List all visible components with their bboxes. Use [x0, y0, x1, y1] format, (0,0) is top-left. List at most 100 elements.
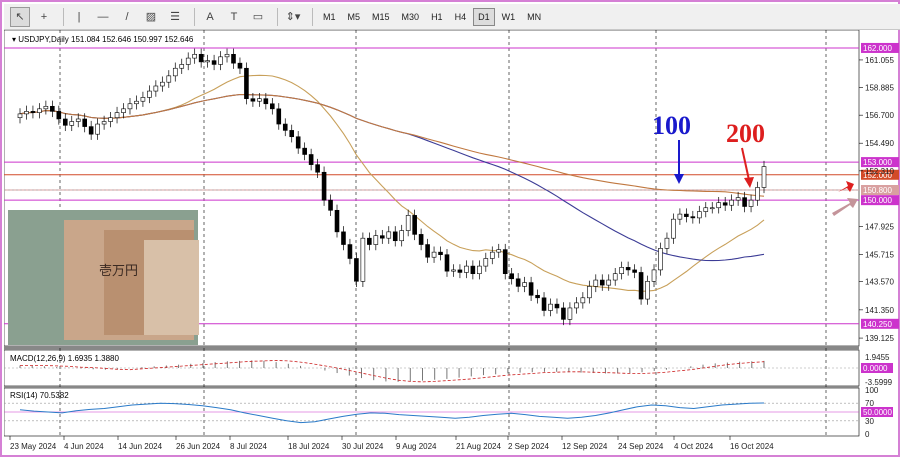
timeframe-m1-button[interactable]: M1	[323, 11, 336, 22]
candle-body[interactable]	[677, 213, 683, 220]
timeframe-mn-button[interactable]: MN	[527, 11, 542, 22]
candle-body[interactable]	[444, 254, 450, 272]
candle-body[interactable]	[95, 123, 100, 135]
candle-body[interactable]	[127, 103, 133, 110]
candle-body[interactable]	[147, 90, 152, 98]
candle-body[interactable]	[405, 215, 411, 231]
candle-body[interactable]	[496, 249, 502, 253]
candle-body[interactable]	[386, 231, 392, 239]
candle-body[interactable]	[75, 118, 81, 122]
candle-body[interactable]	[548, 303, 553, 311]
candle-body[interactable]	[651, 269, 657, 282]
candle-body[interactable]	[412, 215, 417, 235]
text-label-tool-button[interactable]: T	[230, 10, 238, 23]
candle-body[interactable]	[205, 60, 210, 63]
timeframe-w1-button[interactable]: W1	[501, 11, 516, 22]
candle-body[interactable]	[599, 279, 605, 286]
candle-body[interactable]	[121, 108, 126, 113]
candle-body[interactable]	[224, 53, 230, 58]
candle-body[interactable]	[302, 147, 307, 155]
candle-body[interactable]	[367, 237, 372, 245]
candle-body[interactable]	[218, 56, 223, 65]
candle-body[interactable]	[134, 100, 139, 105]
candle-body[interactable]	[257, 98, 262, 102]
candle-body[interactable]	[360, 237, 366, 282]
fibonacci-tool-button[interactable]: ☰	[170, 11, 180, 23]
candle-body[interactable]	[645, 281, 650, 300]
shapes-tool-button[interactable]: ▭	[252, 11, 264, 23]
candle-body[interactable]	[82, 118, 87, 127]
timeframe-d1-button[interactable]: D1	[473, 7, 495, 26]
candle-body[interactable]	[211, 60, 217, 65]
candle-body[interactable]	[140, 97, 146, 102]
candle-body[interactable]	[341, 231, 346, 245]
candle-body[interactable]	[748, 199, 754, 207]
candle-body[interactable]	[658, 248, 663, 271]
candle-body[interactable]	[354, 258, 359, 282]
candle-body[interactable]	[418, 234, 424, 245]
candle-body[interactable]	[347, 244, 353, 259]
text-tool-button[interactable]: A	[206, 10, 214, 23]
candle-body[interactable]	[554, 303, 560, 309]
candle-body[interactable]	[697, 211, 702, 219]
candle-body[interactable]	[62, 118, 68, 126]
arrows-tool-button[interactable]: ⇕▾	[285, 11, 301, 23]
candle-body[interactable]	[43, 105, 49, 110]
candle-body[interactable]	[56, 111, 62, 120]
candle-body[interactable]	[716, 202, 722, 209]
candle-body[interactable]	[612, 273, 618, 281]
candle-body[interactable]	[470, 265, 476, 275]
candle-body[interactable]	[263, 98, 269, 105]
candle-body[interactable]	[282, 123, 288, 131]
candle-body[interactable]	[477, 265, 482, 275]
candle-body[interactable]	[328, 199, 333, 211]
candle-body[interactable]	[574, 302, 579, 309]
candle-body[interactable]	[684, 213, 689, 217]
candle-body[interactable]	[761, 166, 767, 188]
candle-body[interactable]	[755, 187, 760, 201]
horizontal-line-tool-button[interactable]: —	[97, 10, 109, 23]
candle-body[interactable]	[160, 81, 165, 87]
candle-body[interactable]	[431, 251, 437, 258]
candle-body[interactable]	[709, 207, 715, 210]
candle-body[interactable]	[50, 105, 55, 112]
cursor-tool-button[interactable]: ↖	[10, 6, 30, 27]
candle-body[interactable]	[425, 244, 430, 258]
candle-body[interactable]	[399, 230, 405, 242]
candle-body[interactable]	[172, 67, 178, 77]
candle-body[interactable]	[664, 237, 670, 249]
candle-body[interactable]	[101, 121, 107, 125]
crosshair-tool-button[interactable]: +	[40, 10, 48, 23]
candle-body[interactable]	[379, 235, 385, 239]
candle-body[interactable]	[580, 297, 586, 304]
candle-body[interactable]	[671, 218, 676, 239]
rsi-line[interactable]	[19, 402, 765, 424]
candle-body[interactable]	[722, 202, 728, 206]
candle-body[interactable]	[153, 85, 159, 92]
pane-separator[interactable]	[4, 386, 859, 388]
candle-body[interactable]	[502, 249, 508, 275]
candle-body[interactable]	[515, 278, 521, 287]
candle-body[interactable]	[593, 279, 599, 287]
candle-body[interactable]	[270, 103, 275, 110]
candle-body[interactable]	[108, 117, 113, 122]
candle-body[interactable]	[561, 307, 566, 320]
trendline-tool-button[interactable]: /	[125, 10, 129, 23]
candle-body[interactable]	[632, 269, 637, 273]
candle-body[interactable]	[37, 108, 42, 113]
candle-body[interactable]	[619, 267, 624, 275]
candle-body[interactable]	[198, 53, 204, 63]
candle-body[interactable]	[509, 273, 514, 280]
candle-body[interactable]	[457, 269, 463, 273]
moving-average-200[interactable]	[19, 93, 765, 197]
candle-body[interactable]	[735, 197, 741, 201]
candle-body[interactable]	[483, 258, 489, 267]
candle-body[interactable]	[276, 108, 282, 125]
candle-body[interactable]	[438, 251, 443, 255]
candle-body[interactable]	[535, 294, 540, 299]
candle-body[interactable]	[587, 286, 592, 299]
candle-body[interactable]	[24, 111, 29, 115]
candle-body[interactable]	[528, 282, 534, 296]
candle-body[interactable]	[464, 265, 469, 273]
